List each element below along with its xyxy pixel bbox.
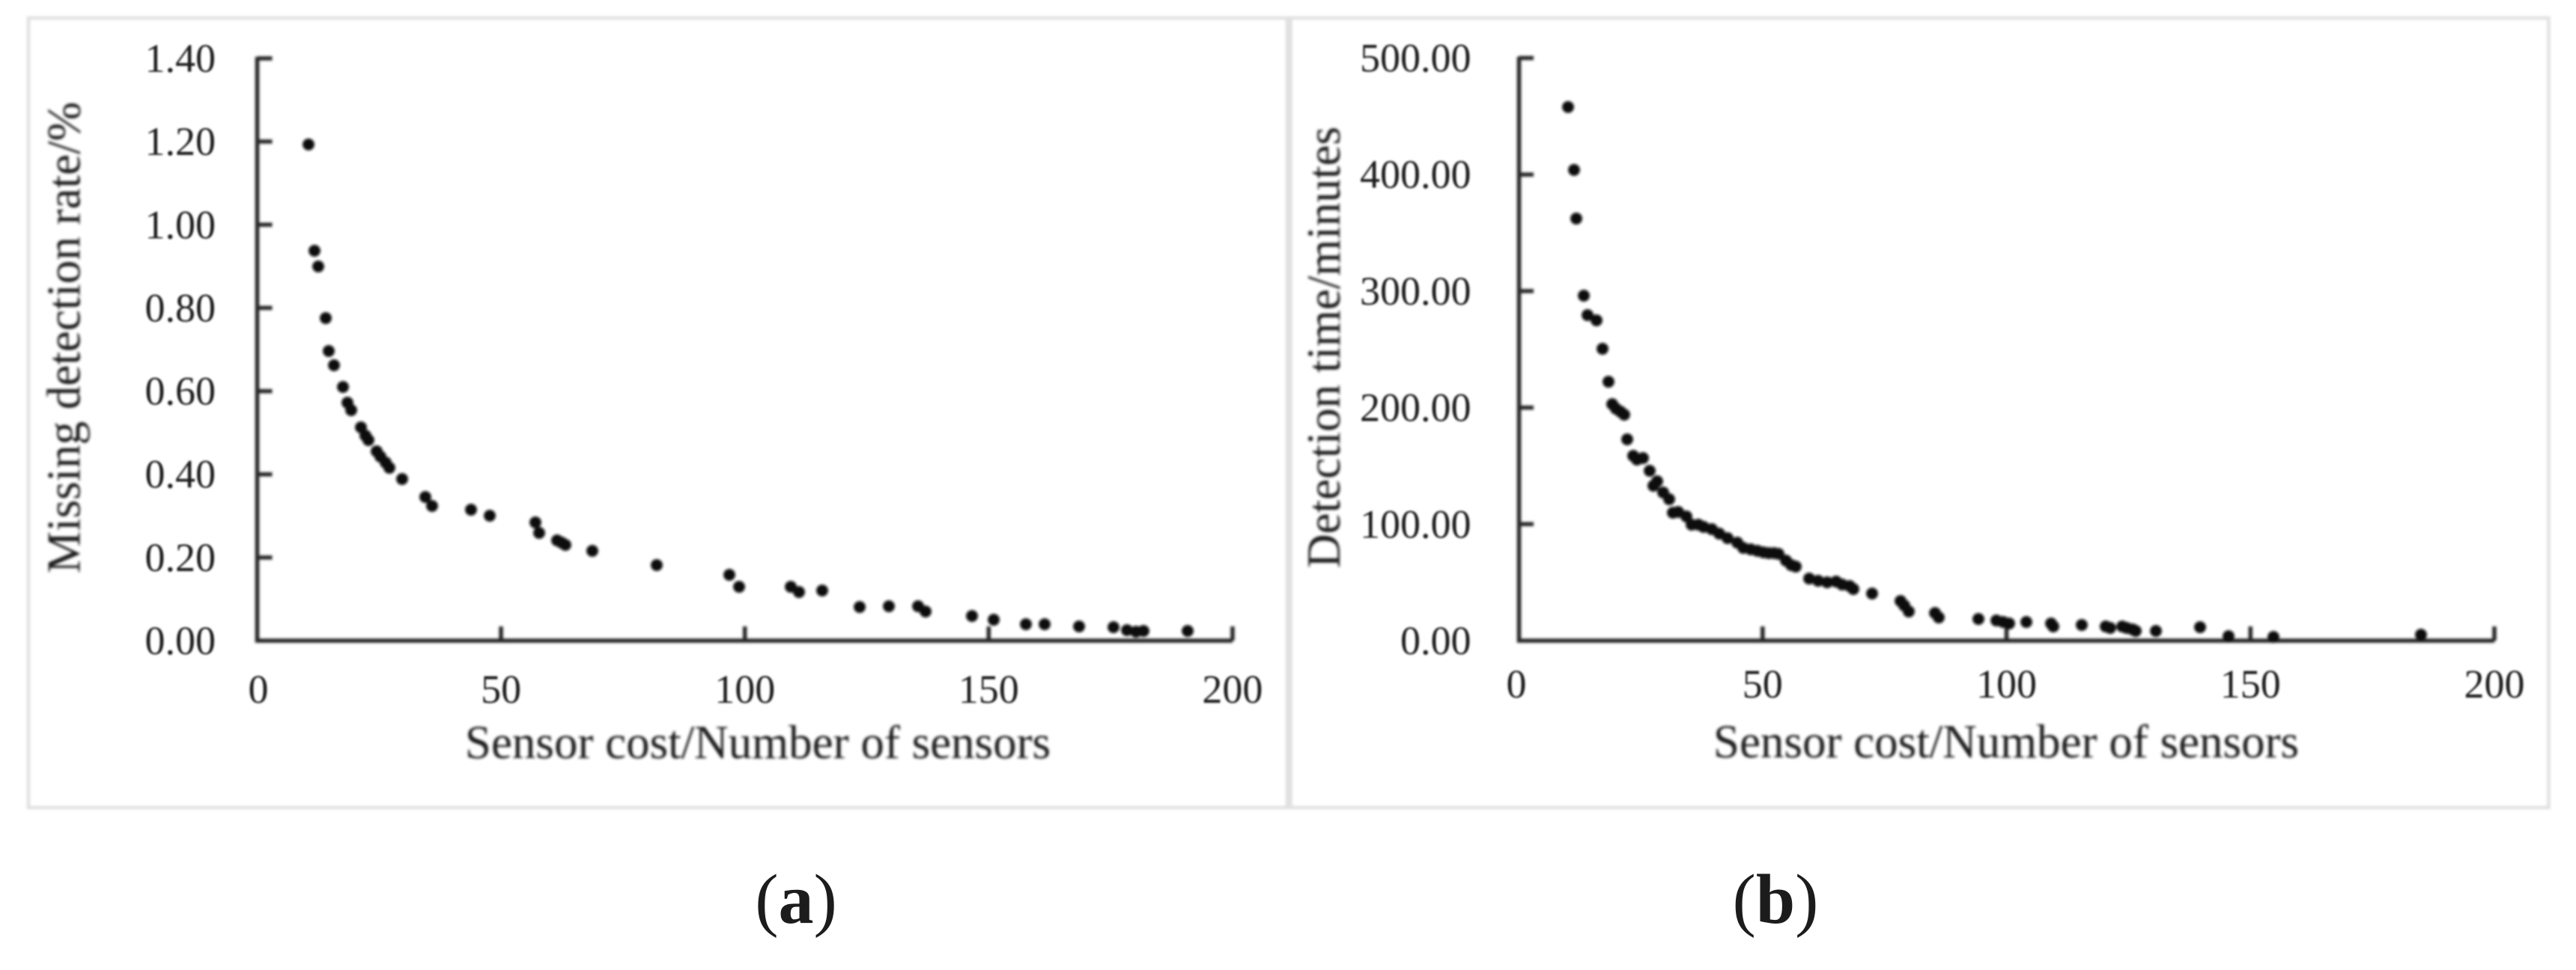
svg-text:Sensor cost/Number of sensors: Sensor cost/Number of sensors — [465, 716, 1051, 769]
svg-text:0: 0 — [1507, 662, 1527, 707]
svg-text:Sensor cost/Number of sensors: Sensor cost/Number of sensors — [1713, 716, 2299, 768]
svg-text:(a): (a) — [755, 861, 837, 939]
svg-text:50: 50 — [1743, 662, 1783, 707]
svg-text:(b): (b) — [1733, 861, 1819, 939]
svg-text:100: 100 — [714, 667, 775, 712]
svg-text:0.60: 0.60 — [145, 369, 216, 414]
svg-text:1.00: 1.00 — [145, 202, 216, 247]
svg-text:200: 200 — [1202, 667, 1263, 712]
svg-text:100: 100 — [1976, 662, 2037, 707]
svg-text:300.00: 300.00 — [1360, 269, 1471, 314]
svg-text:Missing detection rate/%: Missing detection rate/% — [38, 102, 91, 573]
svg-text:200.00: 200.00 — [1360, 385, 1471, 430]
svg-text:400.00: 400.00 — [1360, 152, 1471, 197]
svg-text:0.40: 0.40 — [145, 452, 216, 497]
svg-text:Detection time/minutes: Detection time/minutes — [1298, 126, 1350, 568]
svg-text:100.00: 100.00 — [1360, 501, 1471, 546]
svg-text:0.80: 0.80 — [145, 285, 216, 330]
svg-text:150: 150 — [2220, 662, 2281, 707]
svg-text:50: 50 — [481, 667, 521, 712]
svg-text:0.00: 0.00 — [1400, 618, 1471, 663]
svg-text:0: 0 — [249, 667, 269, 712]
svg-text:500.00: 500.00 — [1360, 36, 1471, 81]
svg-text:150: 150 — [959, 667, 1019, 712]
svg-text:1.20: 1.20 — [145, 119, 216, 164]
svg-text:1.40: 1.40 — [145, 36, 216, 81]
svg-text:0.00: 0.00 — [145, 618, 216, 663]
svg-text:200: 200 — [2464, 662, 2525, 707]
svg-text:0.20: 0.20 — [145, 535, 216, 580]
